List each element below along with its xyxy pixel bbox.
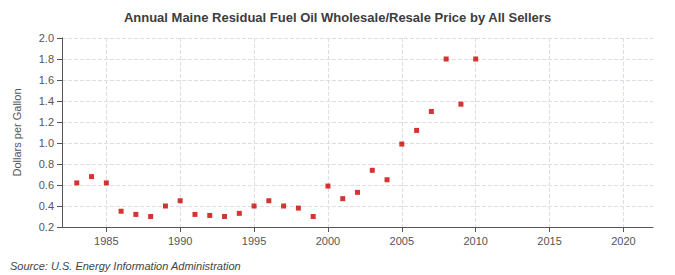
svg-text:2005: 2005 <box>390 235 414 247</box>
svg-text:0.4: 0.4 <box>39 200 54 212</box>
svg-text:2.0: 2.0 <box>39 32 54 44</box>
svg-text:2020: 2020 <box>611 235 635 247</box>
svg-text:2000: 2000 <box>316 235 340 247</box>
svg-text:0.8: 0.8 <box>39 158 54 170</box>
svg-text:1985: 1985 <box>94 235 118 247</box>
svg-text:2010: 2010 <box>463 235 487 247</box>
svg-text:1.8: 1.8 <box>39 53 54 65</box>
svg-text:2015: 2015 <box>537 235 561 247</box>
svg-text:1.4: 1.4 <box>39 95 54 107</box>
svg-text:1995: 1995 <box>242 235 266 247</box>
svg-text:Source: U.S. Energy Informatio: Source: U.S. Energy Information Administ… <box>10 260 241 272</box>
svg-text:1.0: 1.0 <box>39 137 54 149</box>
svg-text:0.6: 0.6 <box>39 179 54 191</box>
svg-text:0.2: 0.2 <box>39 221 54 233</box>
svg-text:1.6: 1.6 <box>39 74 54 86</box>
svg-text:1990: 1990 <box>168 235 192 247</box>
svg-text:Dollars per Gallon: Dollars per Gallon <box>11 88 23 176</box>
svg-text:1.2: 1.2 <box>39 116 54 128</box>
svg-text:Annual Maine Residual Fuel Oil: Annual Maine Residual Fuel Oil Wholesale… <box>124 10 551 25</box>
